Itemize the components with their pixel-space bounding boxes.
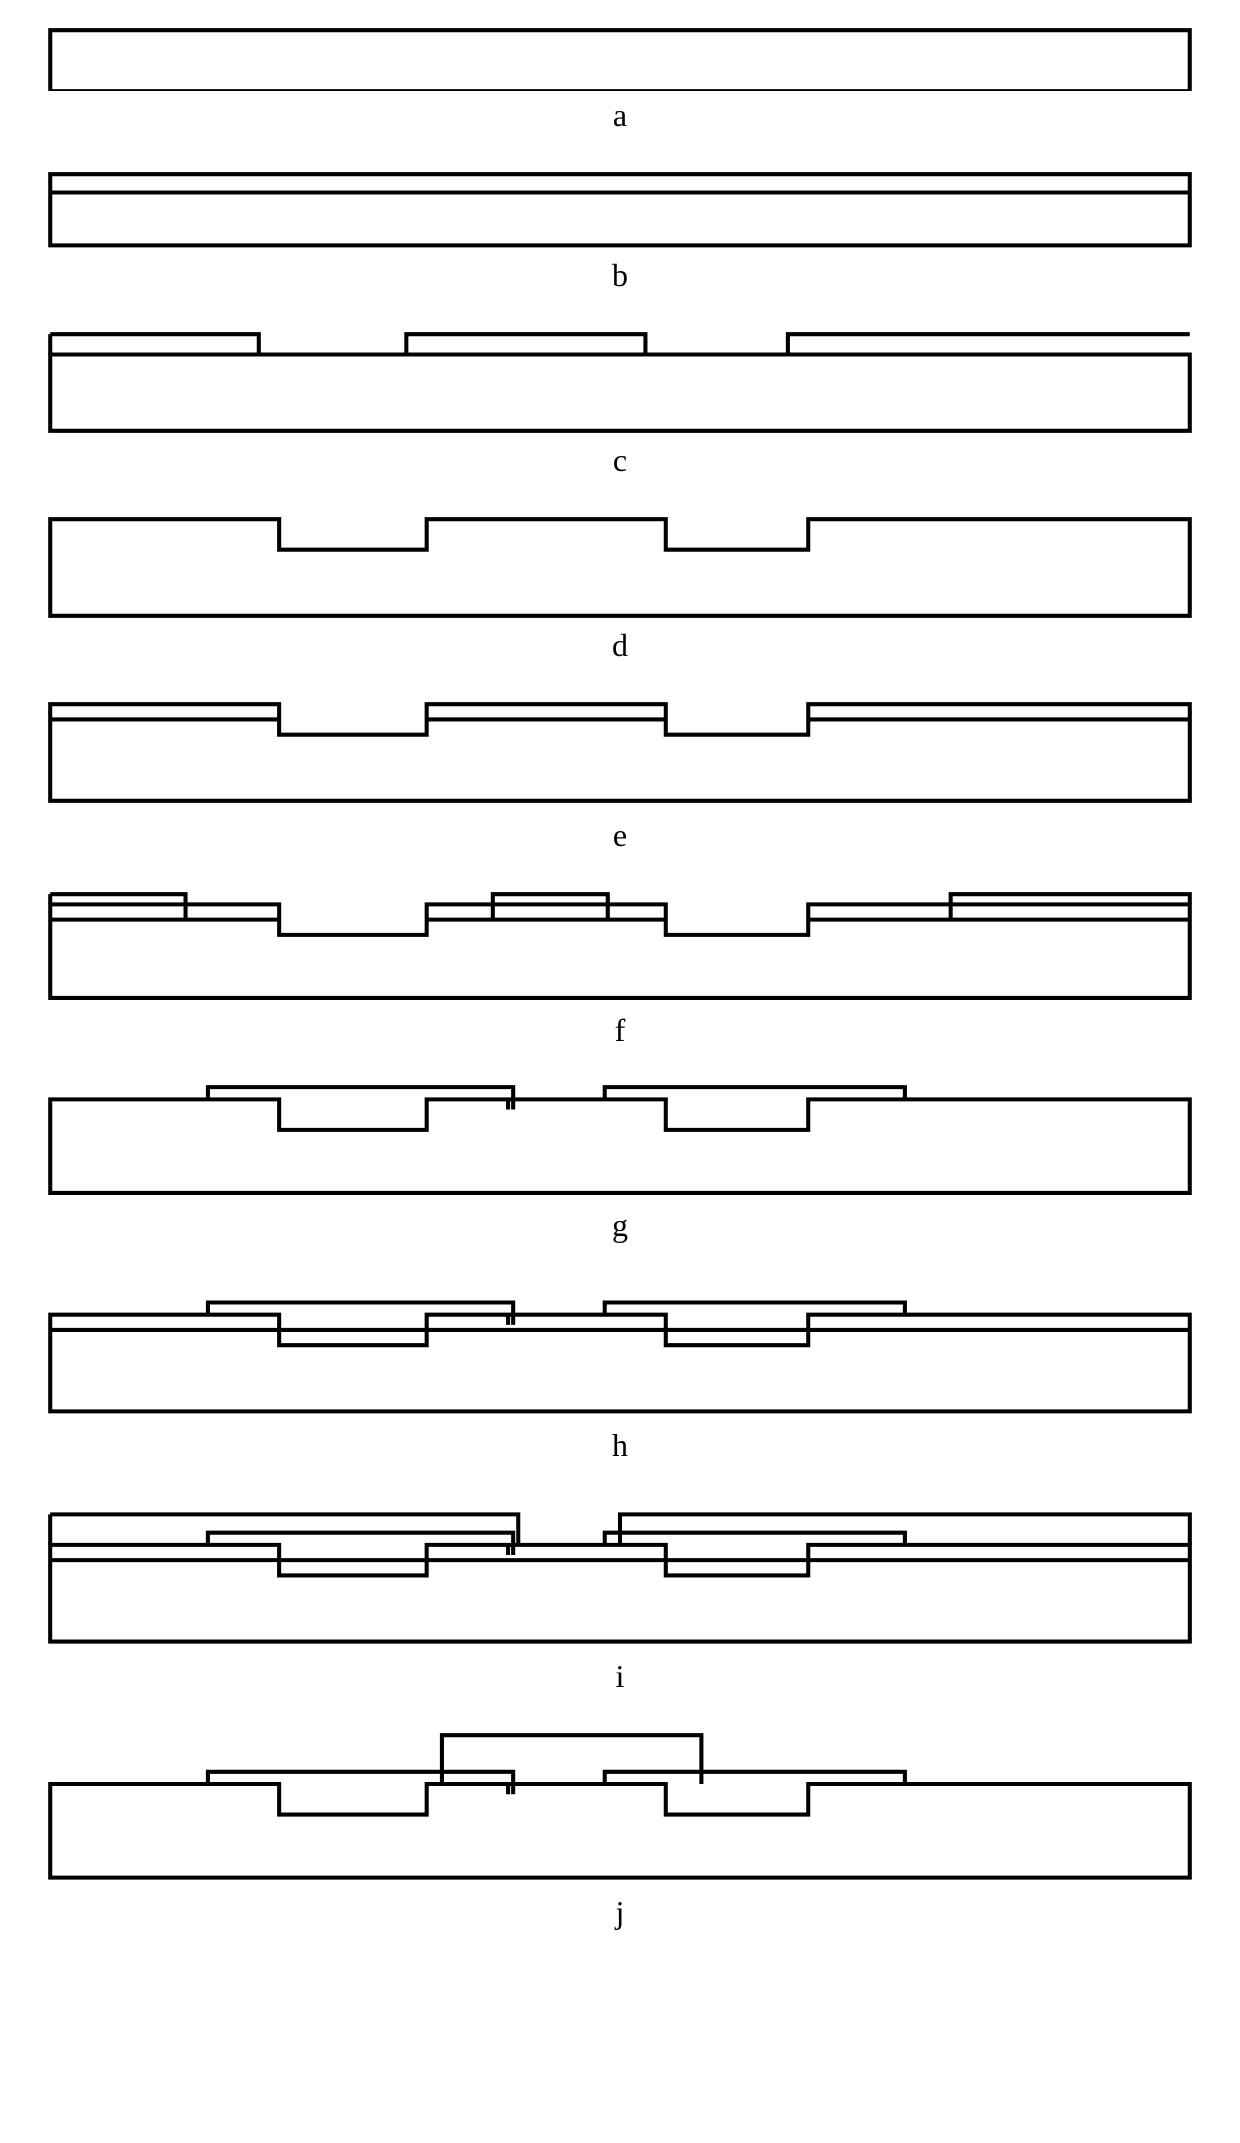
- panel-label-j: j: [40, 1894, 1200, 1931]
- panel-g: g: [40, 1079, 1200, 1244]
- panel-label-e: e: [40, 817, 1200, 854]
- cross-section-j: [40, 1725, 1200, 1888]
- panel-h: h: [40, 1274, 1200, 1465]
- panel-f: f: [40, 884, 1200, 1049]
- cross-section-g: [40, 1079, 1200, 1201]
- cross-section-d: [40, 509, 1200, 621]
- panel-c: c: [40, 324, 1200, 479]
- panel-label-c: c: [40, 442, 1200, 479]
- panel-label-d: d: [40, 627, 1200, 664]
- cross-section-f: [40, 884, 1200, 1006]
- cross-section-h: [40, 1274, 1200, 1422]
- panel-label-h: h: [40, 1427, 1200, 1464]
- panel-label-b: b: [40, 257, 1200, 294]
- panel-b: b: [40, 164, 1200, 293]
- cross-section-a: [40, 20, 1200, 91]
- panel-j: j: [40, 1725, 1200, 1931]
- cross-section-i: [40, 1494, 1200, 1652]
- panel-label-i: i: [40, 1658, 1200, 1695]
- process-sequence-figure: a b c d e f g h i j: [40, 20, 1200, 1931]
- cross-section-b: [40, 164, 1200, 250]
- panel-label-a: a: [40, 97, 1200, 134]
- panel-i: i: [40, 1494, 1200, 1695]
- panel-label-f: f: [40, 1012, 1200, 1049]
- panel-e: e: [40, 694, 1200, 854]
- panel-label-g: g: [40, 1207, 1200, 1244]
- cross-section-c: [40, 324, 1200, 436]
- panel-a: a: [40, 20, 1200, 134]
- panel-d: d: [40, 509, 1200, 664]
- cross-section-e: [40, 694, 1200, 811]
